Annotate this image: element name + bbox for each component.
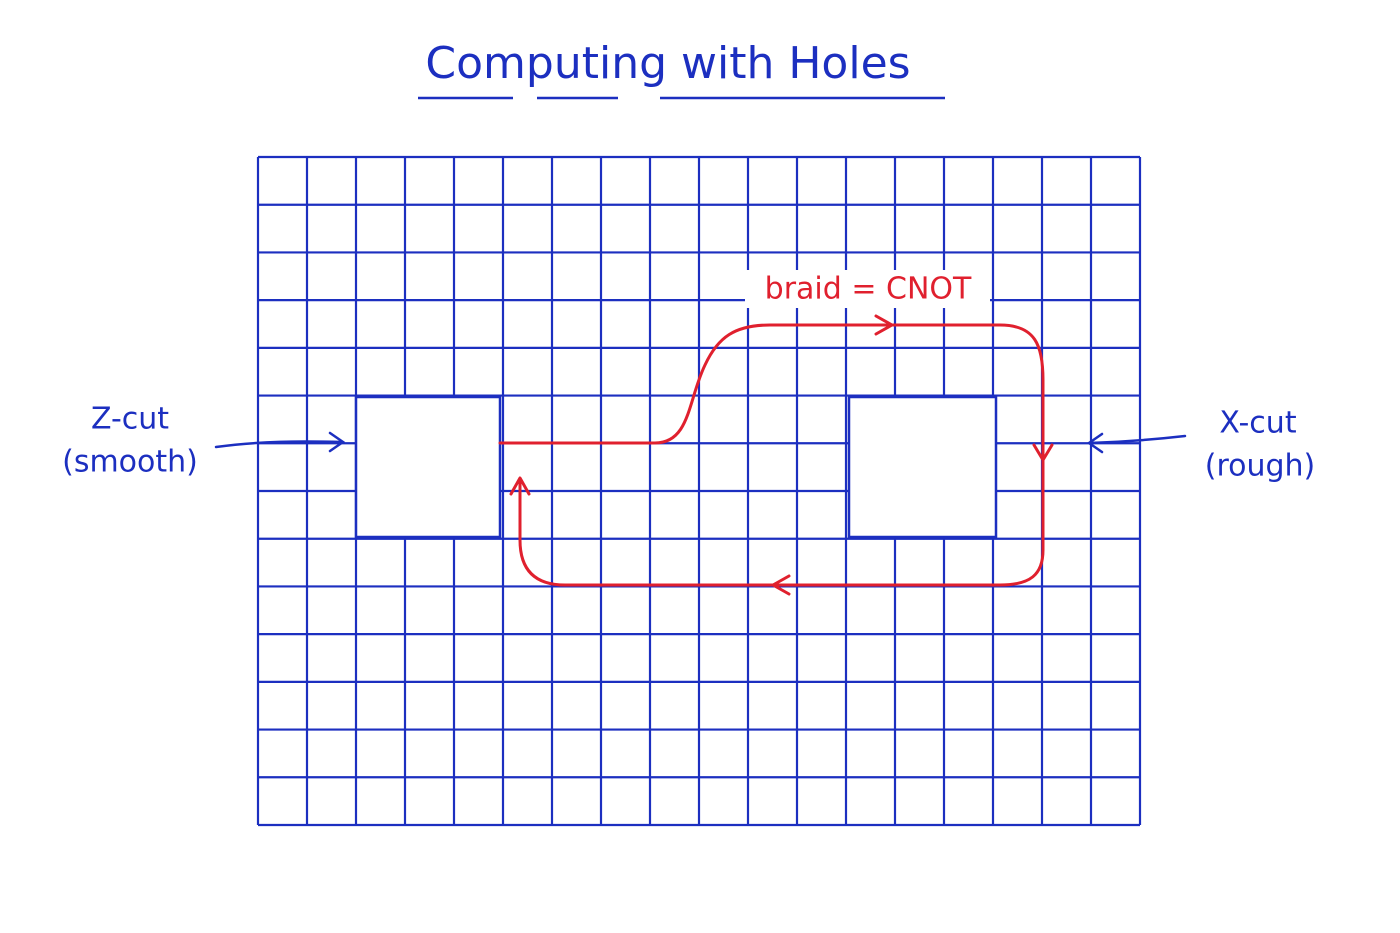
arrow-down: [1032, 443, 1054, 462]
label-background: [745, 270, 990, 308]
pointer-arrows: [214, 431, 1187, 454]
z-cut-label: Z-cut: [91, 402, 169, 437]
z-cut-hole: [354, 395, 502, 539]
braid-path: [498, 314, 1054, 596]
arrow-up: [509, 476, 531, 496]
braid-label: braid = CNOT: [765, 272, 972, 307]
arrow-right: [874, 314, 894, 336]
title: Computing with Holes: [425, 38, 910, 89]
x-cut-sublabel: (rough): [1205, 449, 1316, 484]
x-cut-label: X-cut: [1219, 406, 1296, 441]
x-cut-hole: [847, 395, 998, 539]
arrow-left: [771, 574, 791, 596]
z-cut-sublabel: (smooth): [62, 445, 198, 480]
holes: [354, 395, 998, 539]
